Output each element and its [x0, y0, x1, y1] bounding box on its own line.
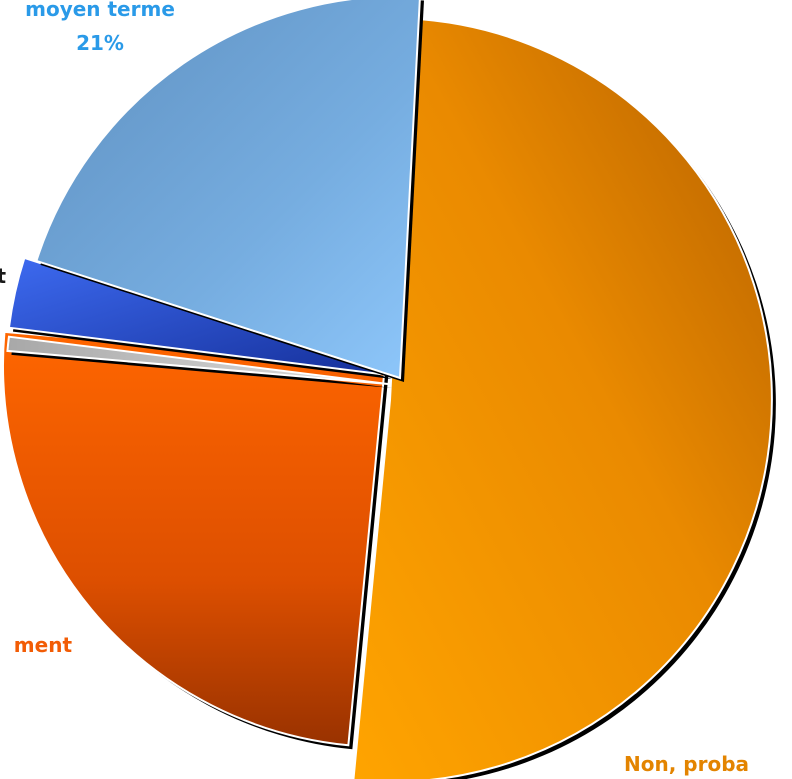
- pie-slice-1: [2, 330, 387, 747]
- slice-percent-label: 21%: [76, 31, 124, 55]
- pie-slice-2: [6, 335, 389, 385]
- pie-labels: Non, proba ment t moyen terme 21%: [0, 0, 749, 776]
- pie-slices: [2, 0, 776, 779]
- pie-slice-4: [35, 0, 421, 380]
- slice-label: Non, proba: [624, 752, 749, 776]
- slice-label: t: [0, 264, 6, 288]
- pie-slice-0: [352, 17, 773, 779]
- slice-label: ment: [14, 633, 73, 657]
- slice-label: moyen terme: [25, 0, 175, 21]
